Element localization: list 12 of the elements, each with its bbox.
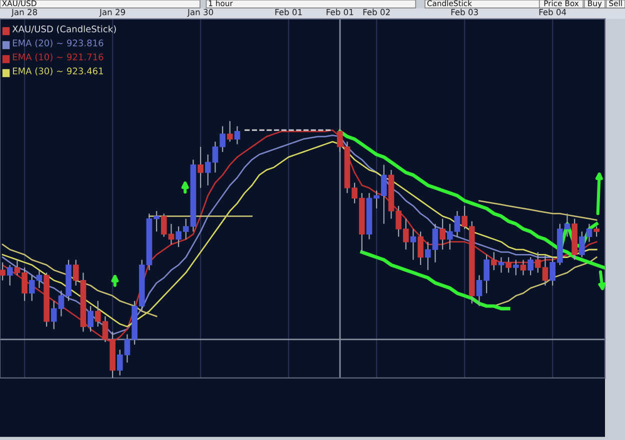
x-tick-label: Jan 29 — [99, 8, 126, 17]
x-tick-label: Jan 28 — [11, 8, 38, 17]
x-tick-label: Feb 01 — [275, 8, 302, 16]
x-tick-label: Jan 30 — [187, 8, 214, 17]
x-tick-label: Feb 04 — [539, 8, 566, 16]
legend-label: EMA (10) ~ 921.716 — [12, 53, 104, 62]
legend-label: EMA (30) ~ 923.461 — [12, 67, 103, 76]
legend-label: XAU/USD (CandleStick) — [12, 25, 116, 34]
x-tick-label: Feb 01 — [326, 8, 354, 16]
x-tick-label: Feb 02 — [363, 8, 390, 16]
legend-label: EMA (20) ~ 923.816 — [12, 39, 104, 48]
x-tick-label: Feb 03 — [451, 8, 478, 16]
